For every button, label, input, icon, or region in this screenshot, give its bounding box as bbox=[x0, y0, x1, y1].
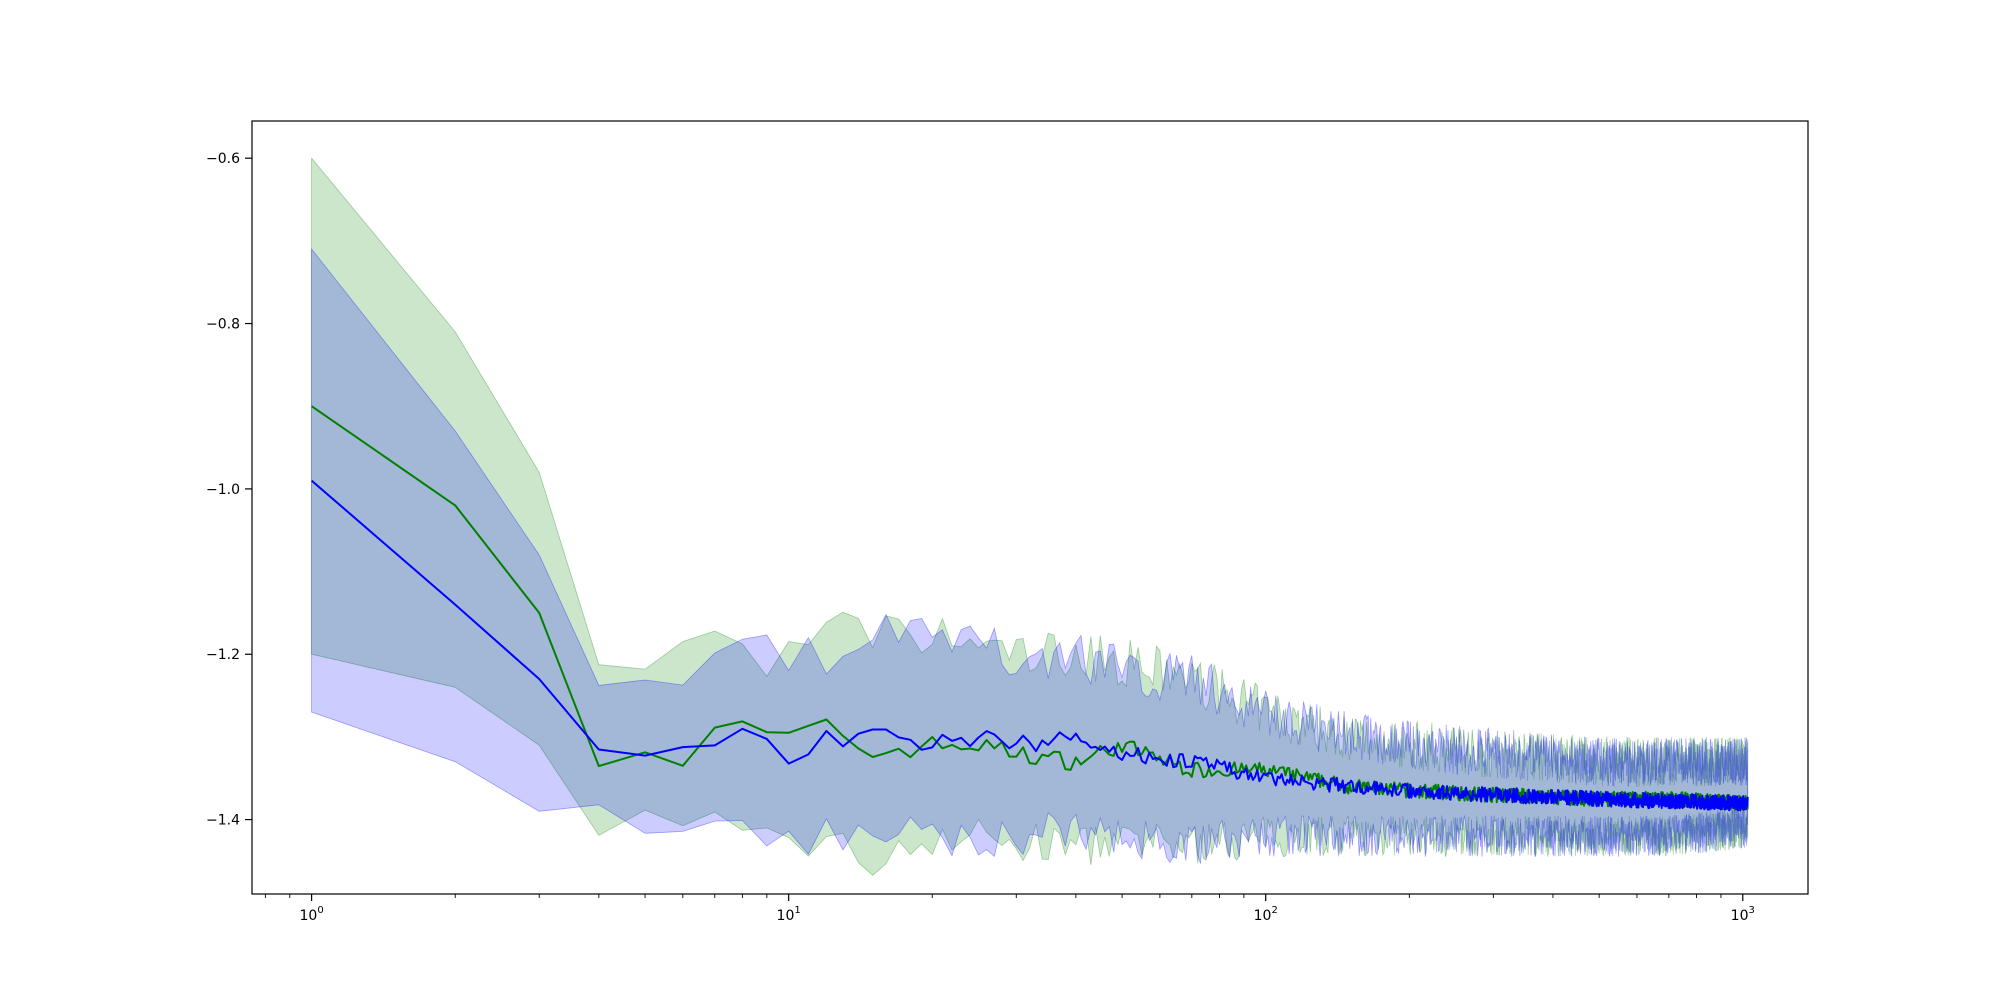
x-tick-label: 101 bbox=[777, 905, 801, 924]
x-tick-label: 102 bbox=[1254, 905, 1278, 924]
x-tick-label: 103 bbox=[1731, 905, 1755, 924]
line-series-2 bbox=[310, 479, 1749, 812]
plot-background bbox=[252, 121, 1808, 894]
y-tick-label: −1.2 bbox=[206, 647, 240, 663]
band-series-2 bbox=[311, 247, 1749, 864]
x-axis: 100 101 102 103 bbox=[264, 894, 1755, 924]
confidence-bands bbox=[311, 157, 1749, 876]
series-lines bbox=[310, 405, 1749, 812]
x-tick-label: 100 bbox=[300, 905, 324, 924]
y-tick-label: −0.6 bbox=[206, 151, 240, 167]
y-tick-label: −0.8 bbox=[206, 317, 240, 333]
band-series-1 bbox=[311, 157, 1749, 876]
plot-frame bbox=[251, 120, 1809, 895]
y-tick-label: −1.0 bbox=[206, 482, 240, 498]
y-axis: −0.6 −0.8 −1.0 −1.2 −1.4 bbox=[206, 151, 252, 829]
y-tick-label: −1.4 bbox=[206, 813, 240, 829]
